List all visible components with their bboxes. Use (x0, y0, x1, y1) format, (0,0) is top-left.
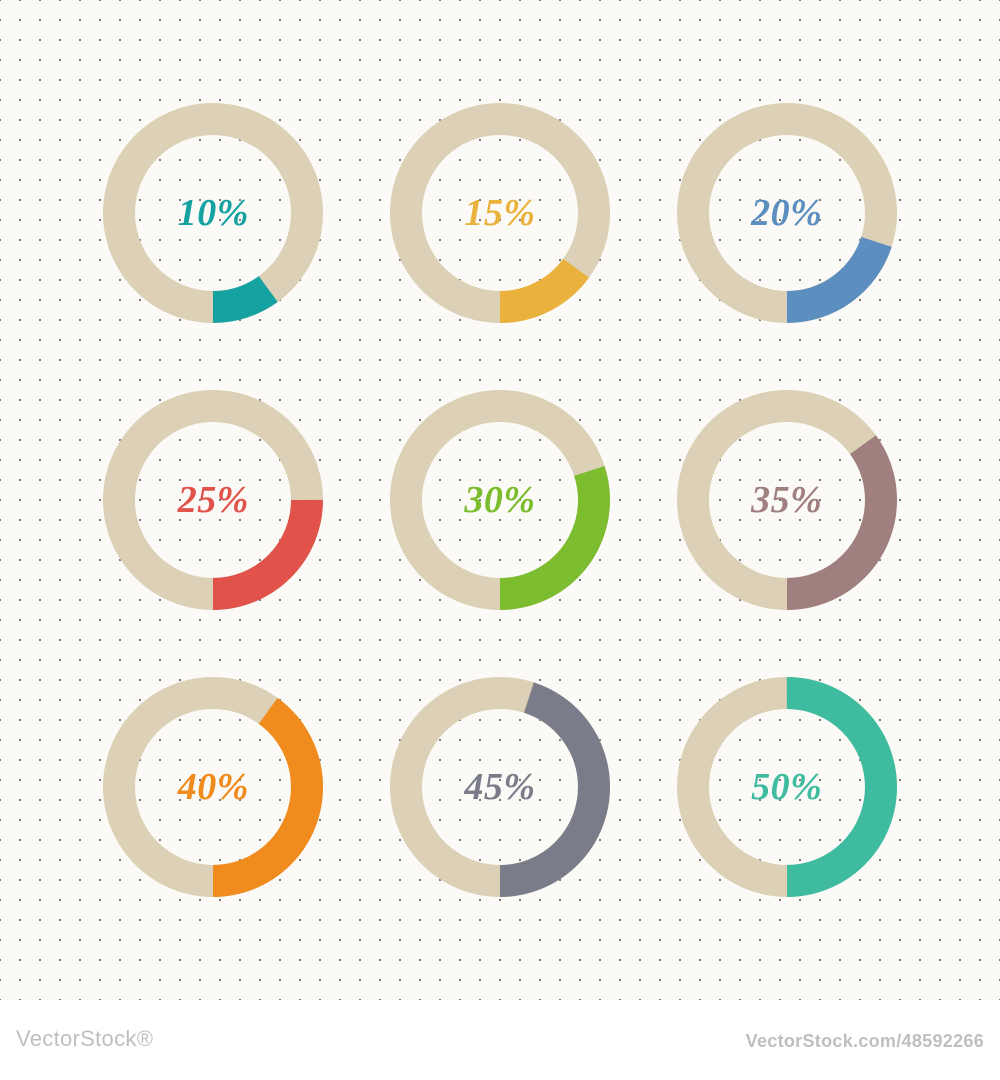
donut-percent-label: 25% (103, 390, 323, 610)
donut-cell: 30% (357, 357, 644, 644)
donut-chart: 35% (677, 390, 897, 610)
watermark-source: VectorStock.com/48592266 (746, 1031, 984, 1052)
donut-percent-label: 35% (677, 390, 897, 610)
donut-chart: 15% (390, 103, 610, 323)
donut-percent-label: 20% (677, 103, 897, 323)
donut-cell: 25% (70, 357, 357, 644)
donut-chart: 10% (103, 103, 323, 323)
donut-percent-label: 40% (103, 677, 323, 897)
infographic-canvas: 10% 15% 20% 25% 30% 35% 40% 45% 50% (0, 0, 1000, 1000)
watermark-brand: VectorStock® (16, 1026, 153, 1052)
donut-chart: 40% (103, 677, 323, 897)
footer-bar: VectorStock® VectorStock.com/48592266 (0, 1000, 1000, 1080)
donut-chart: 50% (677, 677, 897, 897)
donut-cell: 15% (357, 70, 644, 357)
donut-chart: 45% (390, 677, 610, 897)
donut-cell: 20% (643, 70, 930, 357)
donut-chart: 20% (677, 103, 897, 323)
donut-chart: 25% (103, 390, 323, 610)
donut-chart: 30% (390, 390, 610, 610)
donut-cell: 10% (70, 70, 357, 357)
donut-percent-label: 30% (390, 390, 610, 610)
donut-percent-label: 45% (390, 677, 610, 897)
donut-cell: 35% (643, 357, 930, 644)
donut-cell: 45% (357, 643, 644, 930)
donut-cell: 50% (643, 643, 930, 930)
donut-percent-label: 15% (390, 103, 610, 323)
donut-percent-label: 50% (677, 677, 897, 897)
donut-grid: 10% 15% 20% 25% 30% 35% 40% 45% 50% (0, 0, 1000, 1000)
donut-percent-label: 10% (103, 103, 323, 323)
donut-cell: 40% (70, 643, 357, 930)
